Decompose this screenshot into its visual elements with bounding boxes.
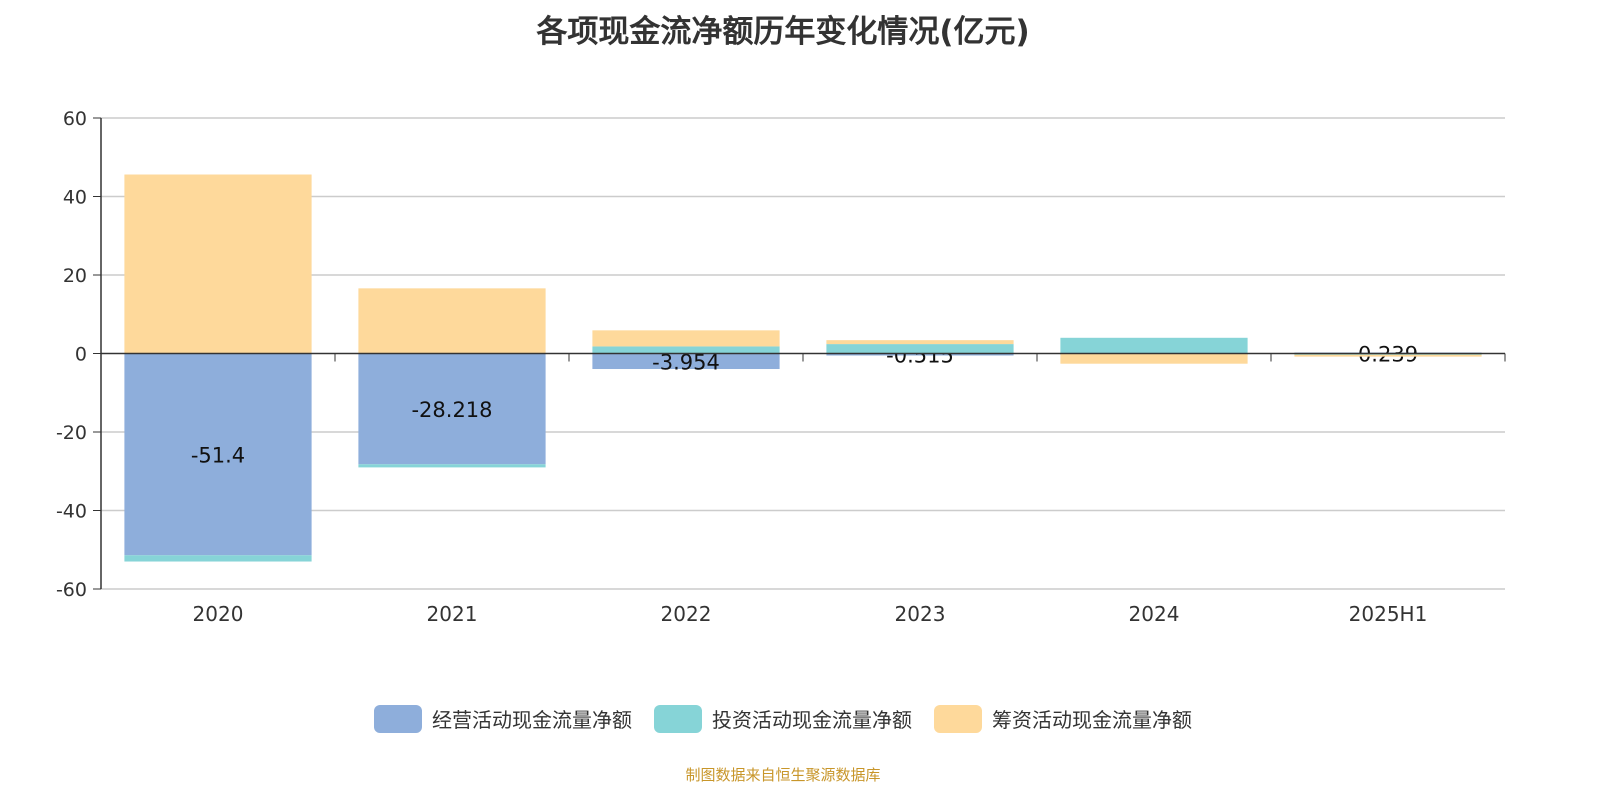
y-tick-label: -40 <box>56 501 87 523</box>
y-tick-label: 0 <box>75 344 87 366</box>
y-tick-label: 60 <box>63 108 87 130</box>
bar-2-2023 <box>826 340 1014 345</box>
bar-1-2022 <box>592 346 780 354</box>
legend: 经营活动现金流量净额 投资活动现金流量净额 筹资活动现金流量净额 <box>0 704 1566 733</box>
bar-2-2021 <box>358 288 546 354</box>
legend-item[interactable]: 经营活动现金流量净额 <box>374 704 632 733</box>
data-label: -28.218 <box>411 398 492 422</box>
x-tick-label: 2024 <box>1129 602 1180 626</box>
bar-1-2024 <box>1060 337 1248 354</box>
bar-1-2021 <box>358 464 546 468</box>
legend-label: 投资活动现金流量净额 <box>712 708 912 732</box>
x-tick-label: 2023 <box>895 602 946 626</box>
bar-1-2020 <box>124 555 312 562</box>
bar-2-2024 <box>1060 353 1248 364</box>
y-tick-label: 40 <box>63 187 87 209</box>
legend-swatch <box>374 704 422 733</box>
legend-label: 筹资活动现金流量净额 <box>992 708 1192 732</box>
bar-0-2023 <box>826 353 1014 356</box>
x-tick-label: 2022 <box>661 602 712 626</box>
y-tick-label: -20 <box>56 422 87 444</box>
bar-0-2020 <box>124 353 312 556</box>
bar-1-2023 <box>826 344 1014 354</box>
bar-2-2022 <box>592 330 780 347</box>
legend-swatch <box>654 704 702 733</box>
data-label: -51.4 <box>191 443 245 467</box>
y-tick-label: -60 <box>56 579 87 601</box>
source-note: 制图数据来自恒生聚源数据库 <box>685 766 881 784</box>
bar-0-2021 <box>358 353 546 465</box>
x-tick-label: 2020 <box>193 602 244 626</box>
data-label: -3.954 <box>652 350 720 374</box>
legend-swatch <box>934 704 982 733</box>
y-tick-label: 20 <box>63 265 87 287</box>
bar-0-2022 <box>592 353 780 370</box>
legend-item[interactable]: 投资活动现金流量净额 <box>654 704 912 733</box>
x-tick-label: 2025H1 <box>1349 602 1428 626</box>
legend-item[interactable]: 筹资活动现金流量净额 <box>934 704 1192 733</box>
legend-label: 经营活动现金流量净额 <box>432 708 632 732</box>
bar-2-2020 <box>124 174 312 354</box>
bar-2-2025H1 <box>1294 354 1482 357</box>
x-tick-label: 2021 <box>427 602 478 626</box>
chart-title: 各项现金流净额历年变化情况(亿元) <box>536 14 1030 50</box>
